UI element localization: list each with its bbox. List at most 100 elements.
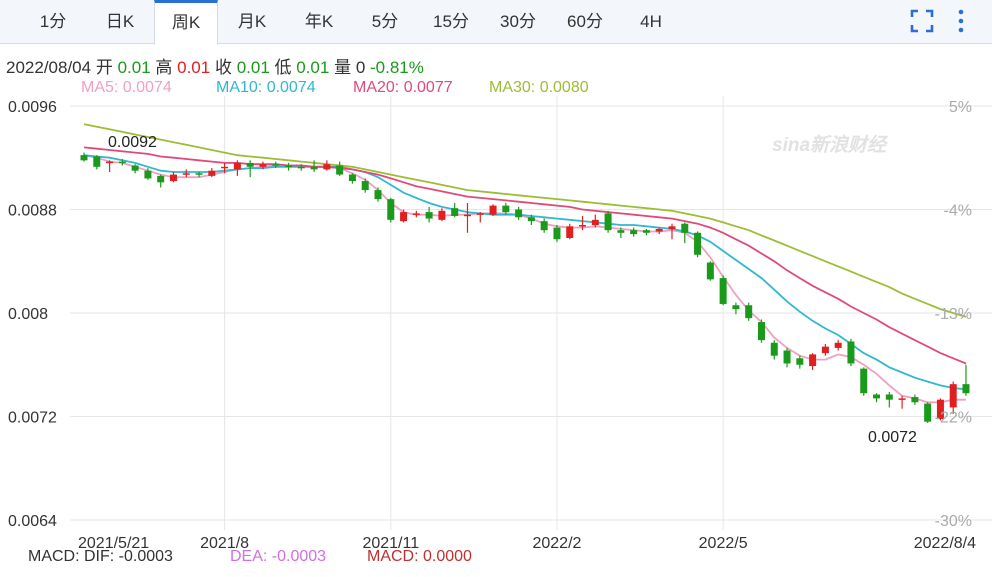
candle-body: [515, 209, 523, 218]
candle-body: [834, 342, 842, 348]
x-tick-label: 2022/8/4: [914, 535, 976, 552]
candle-body: [336, 165, 344, 175]
max-price-label: 0.0092: [108, 134, 157, 151]
candle-body: [873, 394, 881, 399]
candle-body: [412, 213, 420, 215]
candle-body: [579, 225, 587, 227]
high-label: 高: [155, 58, 173, 77]
candle-body: [694, 232, 702, 255]
macd-dea-legend: DEA: -0.0003: [230, 548, 327, 565]
y-tick-label: 0.0088: [8, 203, 57, 220]
candle-body: [732, 305, 740, 310]
fullscreen-icon[interactable]: [909, 8, 935, 34]
candle-body: [668, 226, 676, 229]
y-tick-label: 0.0072: [8, 410, 57, 427]
y-tick-label: 0.0064: [8, 513, 57, 530]
candle-body: [463, 214, 471, 217]
tab-1min[interactable]: 1分: [39, 12, 67, 31]
candle-body: [706, 262, 714, 280]
more-menu-icon[interactable]: [951, 8, 971, 34]
open-value: 0.01: [117, 58, 151, 77]
candle-body: [847, 341, 855, 364]
candle-body: [949, 384, 957, 408]
candle-body: [591, 219, 599, 226]
high-value: 0.01: [177, 58, 211, 77]
candle-body: [553, 227, 561, 240]
candle-body: [80, 155, 88, 161]
tab-60min[interactable]: 60分: [567, 12, 603, 31]
macd-dif-legend: MACD: DIF: -0.0003: [28, 548, 173, 565]
y-tick-label: 0.0096: [8, 99, 57, 116]
pct-tick-label: 5%: [949, 99, 972, 116]
candle-body: [821, 346, 829, 354]
tab-30min[interactable]: 30分: [500, 12, 536, 31]
low-value: 0.01: [296, 58, 330, 77]
tab-4h[interactable]: 4H: [640, 12, 662, 31]
period-tab-bar: 1分 日K 周K 月K 年K 5分 15分 30分 60分 4H: [0, 0, 992, 45]
candle-body: [233, 162, 241, 170]
candle-body: [642, 230, 650, 233]
close-value: 0.01: [236, 58, 270, 77]
candle-body: [770, 342, 778, 356]
candle-body: [489, 205, 497, 215]
candle-body: [540, 221, 548, 231]
x-tick-label: 2022/5: [699, 535, 748, 552]
candle-body: [208, 170, 216, 176]
candle-body: [297, 166, 305, 169]
candle-body: [451, 208, 459, 216]
pct-tick-label: -13%: [935, 306, 972, 323]
ohlc-info-line: 2022/08/04 开 0.01 高 0.01 收 0.01 低 0.01 量…: [6, 53, 424, 78]
candle-body: [259, 164, 267, 167]
candle-body: [604, 213, 612, 231]
candle-body: [361, 181, 369, 191]
candle-body: [796, 358, 804, 365]
tab-daily-k[interactable]: 日K: [105, 12, 135, 31]
ma10-line: [83, 154, 967, 391]
ma30-line: [83, 123, 967, 318]
tab-monthly-k[interactable]: 月K: [237, 12, 267, 31]
info-date: 2022/08/04: [6, 58, 92, 77]
watermark-text: sina新浪财经: [772, 134, 889, 156]
candle-body: [719, 278, 727, 304]
candle-body: [898, 398, 906, 400]
candle-body: [157, 175, 165, 183]
pct-tick-label: -22%: [935, 410, 972, 427]
candle-body: [681, 223, 689, 233]
close-label: 收: [214, 58, 232, 77]
volume-label: 量: [334, 58, 352, 77]
candle-body: [502, 205, 510, 213]
candle-body: [617, 230, 625, 233]
x-tick-label: 2022/2: [532, 535, 581, 552]
tab-15min[interactable]: 15分: [433, 12, 469, 31]
candle-body: [630, 230, 638, 235]
min-price-label: 0.0072: [868, 429, 917, 446]
candle-body: [757, 322, 765, 341]
macd-value-legend: MACD: 0.0000: [367, 548, 472, 565]
ma20-legend: MA20: 0.0077: [353, 79, 453, 96]
candle-body: [93, 156, 101, 167]
candle-body: [246, 162, 254, 167]
pct-tick-label: -4%: [944, 203, 972, 220]
low-label: 低: [274, 58, 292, 77]
candle-body: [425, 212, 433, 219]
candle-body: [221, 166, 229, 169]
y-tick-label: 0.008: [8, 306, 48, 323]
candle-body: [387, 199, 395, 220]
candle-body: [310, 166, 318, 170]
candle-body: [144, 170, 152, 179]
candle-body: [400, 212, 408, 222]
tab-yearly-k[interactable]: 年K: [304, 12, 334, 31]
candle-body: [885, 394, 893, 400]
candle-body: [745, 305, 753, 319]
candle-body: [169, 174, 177, 182]
candle-body: [936, 399, 944, 420]
tab-weekly-k[interactable]: 周K: [154, 0, 218, 45]
candle-body: [348, 174, 356, 182]
candle-body: [809, 354, 817, 367]
ma5-legend: MA5: 0.0074: [81, 79, 172, 96]
ma5-line: [83, 154, 966, 404]
pct-tick-label: -30%: [935, 513, 972, 530]
candle-body: [566, 226, 574, 238]
tab-5min[interactable]: 5分: [371, 12, 399, 31]
candle-body: [476, 213, 484, 215]
